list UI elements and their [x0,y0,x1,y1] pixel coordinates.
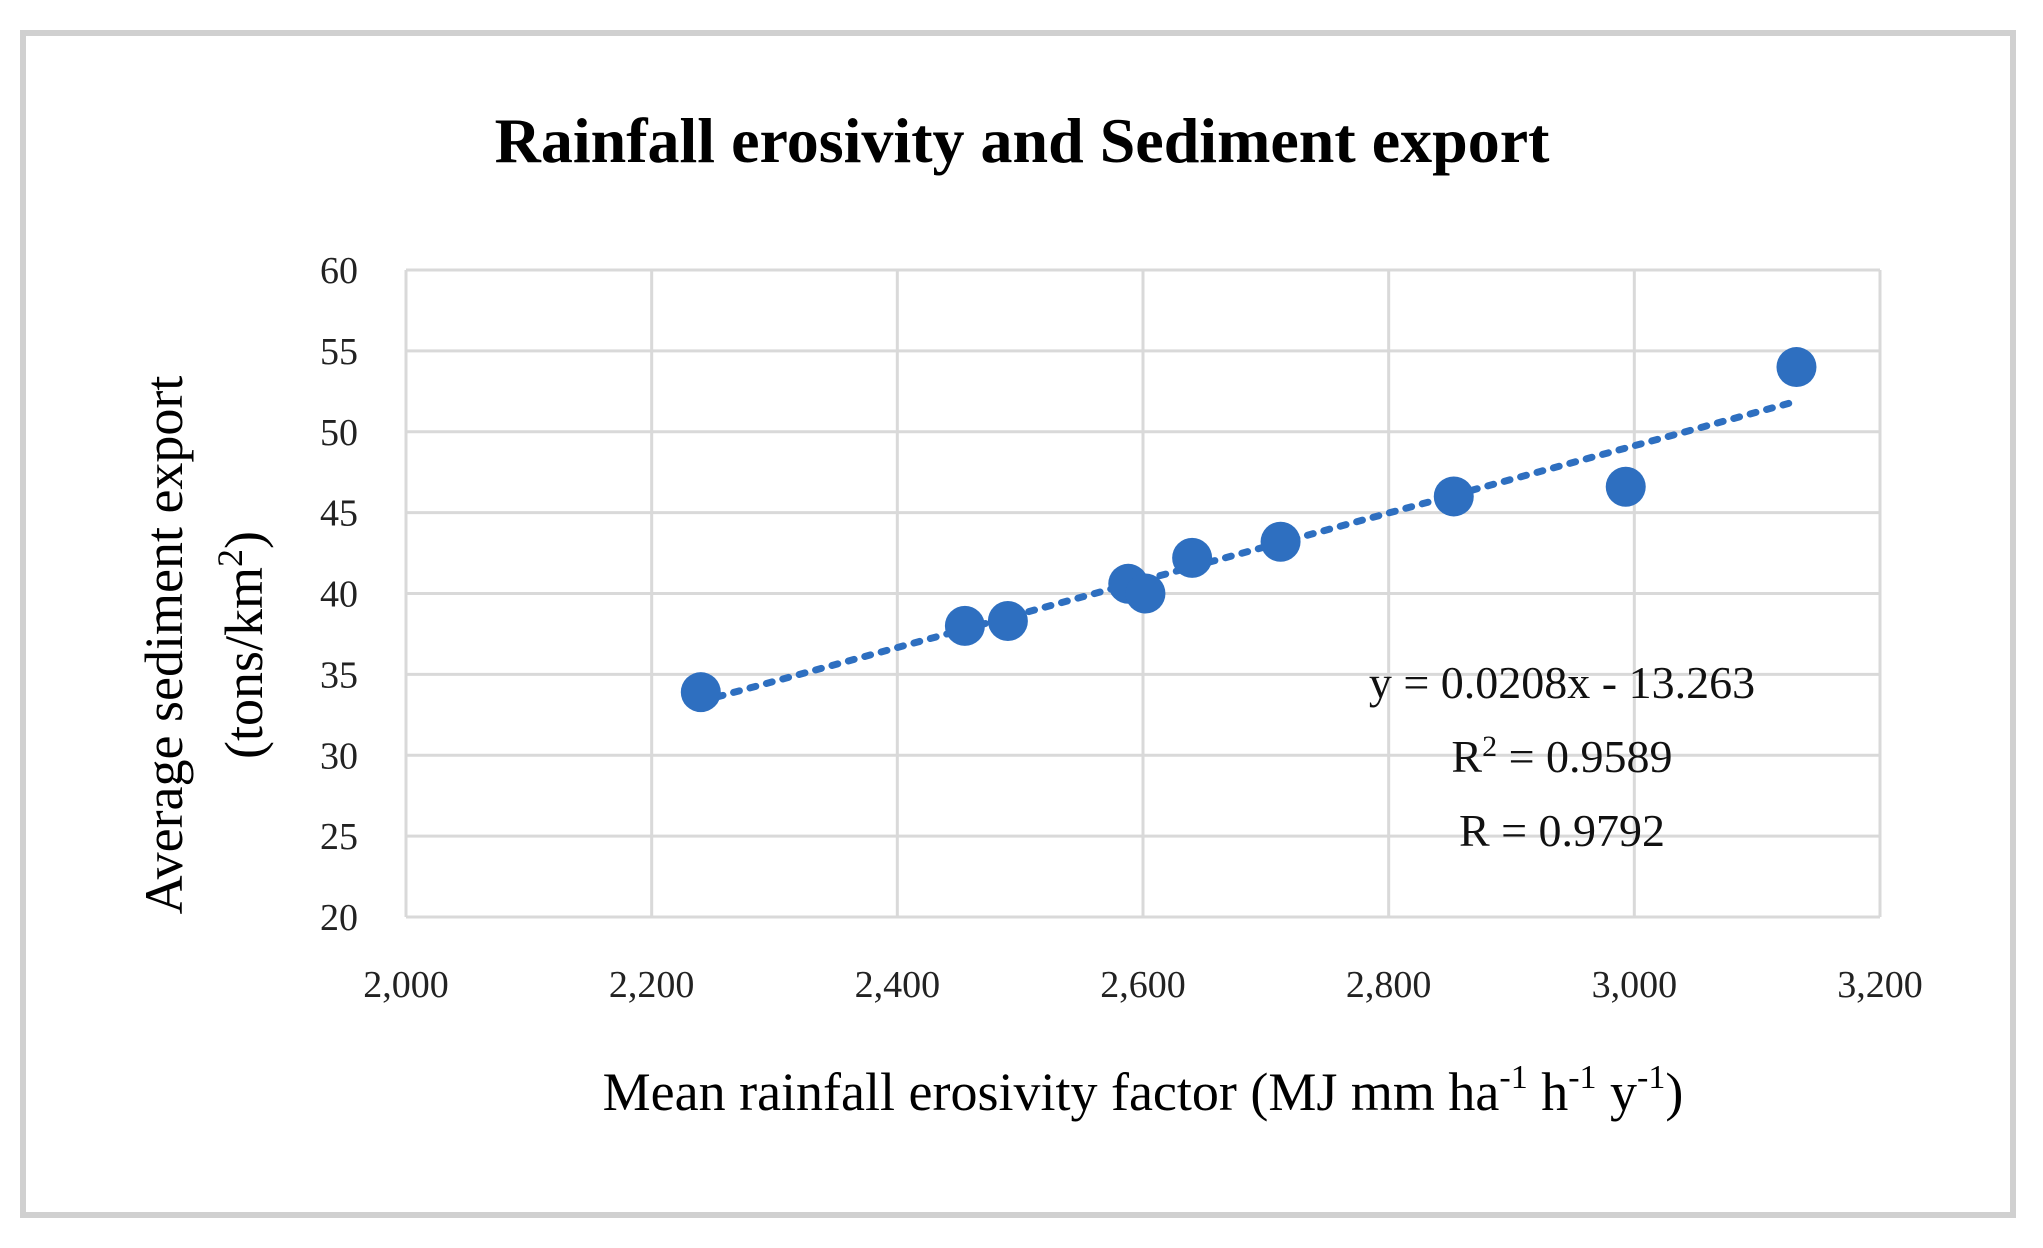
y-tick-label: 60 [320,250,358,292]
y-tick-label: 55 [320,331,358,373]
x-axis-label: Mean rainfall erosivity factor (MJ mm ha… [603,1059,1684,1122]
x-axis-label-y: y [1597,1062,1638,1122]
y-tick-label: 20 [320,897,358,939]
data-point [1125,573,1166,614]
y-axis-label-line1-text: Average sediment export [134,376,194,915]
data-point [987,600,1028,641]
x-tick-label: 3,200 [1837,964,1923,1006]
data-point [944,605,985,646]
x-axis-label-main: Mean rainfall erosivity factor (MJ mm ha [603,1062,1500,1122]
y-tick-label: 35 [320,654,358,696]
x-tick-label: 2,200 [609,964,695,1006]
x-axis-label-close: ) [1665,1062,1683,1122]
x-axis-label-sup-h: -1 [1568,1059,1596,1096]
chart-title: Rainfall erosivity and Sediment export [495,105,1551,176]
x-tick-label: 2,000 [363,964,449,1006]
y-tick-label: 25 [320,816,358,858]
y-axis-label-line1: Average sediment export [134,376,194,915]
regression-equation: y = 0.0208x - 13.263 [1369,657,1755,708]
y-axis-label-close: ) [214,531,274,549]
r-squared-value: = 0.9589 [1497,731,1672,782]
r-annotation: R = 0.9792 [1459,805,1665,856]
r-squared-annotation: R2 = 0.9589 [1451,730,1672,782]
data-points [680,347,1817,713]
y-tick-labels: 20 25 30 35 40 45 50 55 60 [320,250,358,939]
y-tick-label: 45 [320,493,358,535]
grid-layer [404,268,1882,919]
x-axis-label-h: h [1528,1062,1569,1122]
data-point [1776,347,1817,388]
y-tick-label: 50 [320,412,358,454]
x-axis-label-sup-y: -1 [1637,1059,1665,1096]
x-tick-label: 2,400 [855,964,941,1006]
data-point [1433,476,1474,517]
data-point [1172,537,1213,578]
r-squared-prefix: R [1451,731,1482,782]
data-point [1260,521,1301,562]
x-axis-label-sup-ha: -1 [1499,1059,1527,1096]
y-axis-label-superscript: 2 [210,549,250,567]
r-squared-superscript: 2 [1482,730,1497,763]
y-tick-label: 40 [320,574,358,616]
data-point [1605,466,1646,507]
data-point [680,672,721,713]
y-tick-label: 30 [320,735,358,777]
trendline [697,397,1800,705]
x-tick-labels: 2,000 2,200 2,400 2,600 2,800 3,000 3,200 [363,964,1923,1006]
x-tick-label: 2,600 [1100,964,1186,1006]
y-axis-label-line2-text: (tons/km [214,567,274,759]
x-tick-label: 2,800 [1346,964,1432,1006]
y-axis-label-line2: (tons/km2) [210,531,274,759]
x-tick-label: 3,000 [1592,964,1678,1006]
trendline-layer [697,397,1800,705]
